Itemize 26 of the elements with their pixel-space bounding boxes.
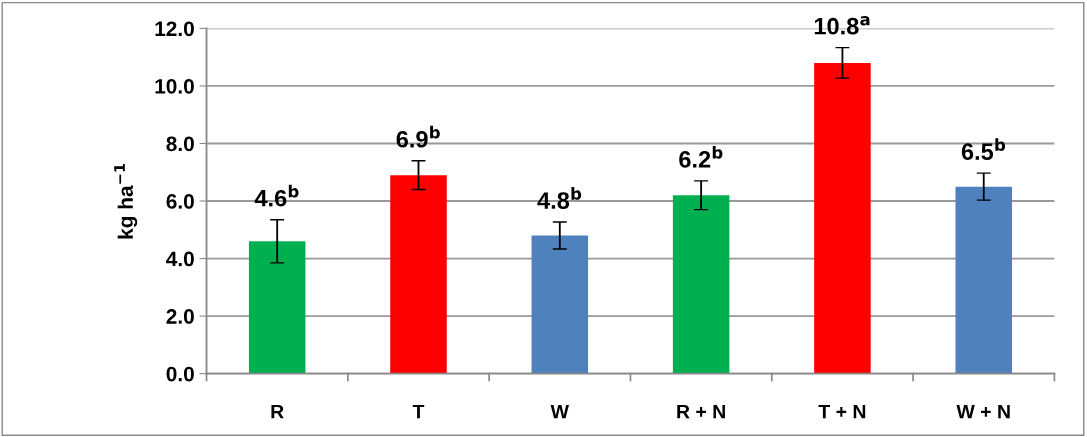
x-tick-label: W <box>550 404 569 419</box>
y-tick-label: 2.0 <box>166 309 194 324</box>
x-tick-label: R <box>271 404 284 419</box>
bar <box>390 175 447 374</box>
y-tick-label: 4.0 <box>166 251 194 267</box>
data-label: 6.5$^{b}$ <box>961 138 1006 160</box>
y-tick-label: 0.0 <box>166 366 194 382</box>
y-tick-label: 8.0 <box>166 136 194 152</box>
data-label: 6.2$^{b}$ <box>679 145 723 168</box>
y-axis-title: kg ha$^{−1}$ <box>114 163 138 239</box>
bar <box>672 195 730 374</box>
x-tick-label: R + N <box>677 404 725 419</box>
bar <box>248 241 306 374</box>
x-tick-label: T + N <box>818 404 866 419</box>
bar <box>814 62 871 374</box>
y-tick-label: 10.0 <box>155 78 194 94</box>
x-tick-label: W + N <box>956 404 1010 419</box>
bar <box>955 186 1012 374</box>
data-label: 4.6$^{b}$ <box>254 184 299 207</box>
y-tick-label: 6.0 <box>166 194 194 209</box>
y-tick-label: 12.0 <box>155 21 194 37</box>
x-tick-label: T <box>412 404 425 419</box>
data-label: 4.8$^{b}$ <box>537 187 582 209</box>
bar <box>531 235 589 374</box>
data-label: 10.8$^{a}$ <box>814 16 870 35</box>
data-label: 6.9$^{b}$ <box>396 125 440 148</box>
